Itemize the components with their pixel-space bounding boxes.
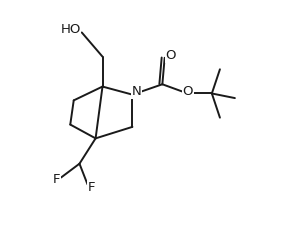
Text: O: O xyxy=(182,85,193,98)
Text: O: O xyxy=(165,49,176,62)
Text: N: N xyxy=(132,85,141,98)
Text: HO: HO xyxy=(60,23,81,35)
Text: F: F xyxy=(52,173,60,186)
Text: F: F xyxy=(88,181,95,194)
